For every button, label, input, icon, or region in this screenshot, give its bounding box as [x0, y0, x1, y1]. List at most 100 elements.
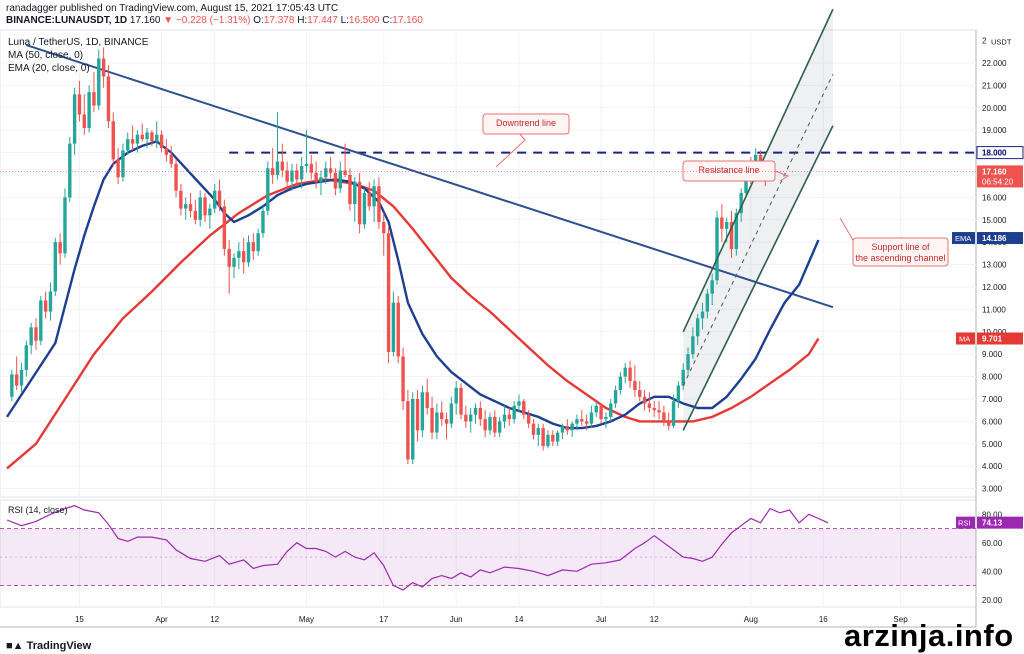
ema-tag: EMA — [955, 234, 971, 243]
candle-body — [729, 222, 734, 249]
candle-body — [92, 92, 96, 106]
candle-body — [517, 401, 521, 406]
candle-body — [212, 190, 217, 209]
symbol-label: BINANCE:LUNAUSDT, 1D — [6, 15, 128, 26]
candle-body — [314, 172, 318, 182]
candle-body — [203, 197, 207, 216]
candle-body — [430, 407, 434, 433]
resistance-tag-bg — [977, 146, 1023, 159]
candle-body — [82, 114, 86, 128]
tv-logo-icon: ■▲ — [6, 640, 27, 652]
candle-body — [382, 222, 386, 234]
chart-title: Luna / TetherUS, 1D, BINANCE — [8, 37, 149, 48]
candle-body — [454, 387, 458, 404]
support-annotation-text: Support line of — [871, 242, 930, 252]
candle-body — [217, 190, 222, 207]
candle-body — [251, 242, 256, 252]
support-arrow — [839, 217, 854, 241]
rsi-tick-label: 20.00 — [982, 596, 1003, 605]
price-tick-label: 9.000 — [982, 350, 1003, 359]
ma-tag-bg — [956, 332, 975, 345]
candle-body — [522, 401, 526, 415]
high-value: 17.447 — [307, 15, 338, 26]
price-tick-label: 22.000 — [982, 59, 1007, 68]
candle-body — [676, 385, 681, 402]
candle-body — [671, 401, 676, 426]
candle-body — [266, 168, 270, 211]
candle-body — [304, 163, 309, 167]
candle-body — [348, 175, 352, 205]
time-tick-label: 14 — [515, 615, 524, 624]
candle-body — [290, 170, 294, 182]
candle-body — [444, 419, 449, 424]
price-tick-label: 20.000 — [982, 104, 1007, 113]
candle-body — [208, 208, 212, 216]
tradingview-logo[interactable]: ■▲ TradingView — [6, 640, 91, 652]
candle-body — [101, 58, 106, 77]
candle-body — [39, 300, 43, 341]
candle-body — [106, 76, 111, 122]
candle-body — [435, 412, 439, 433]
last-price: 17.160 — [129, 15, 161, 26]
downtrend-annotation-text: Downtrend line — [496, 118, 556, 128]
candle-body — [512, 405, 516, 420]
low-label: L: — [340, 15, 349, 26]
candle-body — [507, 414, 512, 420]
candle-body — [68, 143, 72, 198]
candle-body — [695, 318, 700, 337]
candle-body — [396, 302, 400, 357]
candle-body — [159, 134, 164, 149]
ma-legend[interactable]: MA (50, close, 0) — [8, 50, 84, 61]
candle-body — [652, 407, 656, 411]
candle-body — [642, 396, 647, 404]
candle-body — [483, 419, 487, 431]
candle-body — [309, 163, 313, 173]
support-annotation-text: the ascending channel — [855, 253, 945, 263]
candle-body — [256, 233, 260, 252]
candle-body — [565, 425, 569, 431]
ema-value-tag-bg — [977, 232, 1023, 245]
candle-body — [174, 163, 178, 191]
price-tick-label: 16.000 — [982, 193, 1007, 202]
time-tick-label: 15 — [75, 615, 84, 624]
ema-tag-bg — [952, 232, 975, 245]
candle-body — [411, 399, 415, 460]
candle-body — [638, 390, 642, 397]
candle-body — [599, 405, 603, 420]
candle-body — [261, 210, 265, 234]
candle-body — [14, 374, 19, 386]
candle-body — [150, 132, 154, 142]
candle-body — [48, 291, 53, 312]
candle-body — [604, 416, 608, 420]
candle-body — [478, 407, 483, 420]
ema-legend[interactable]: EMA (20, close, 0) — [8, 63, 90, 74]
candle-body — [594, 405, 598, 413]
candle-body — [705, 293, 710, 312]
downtrend-arrow — [495, 133, 526, 168]
candle-body — [246, 242, 251, 263]
candle-body — [459, 387, 463, 415]
candle-body — [710, 280, 714, 294]
candle-body — [140, 134, 144, 140]
candle-body — [425, 392, 429, 408]
time-tick-label: May — [299, 615, 314, 624]
candle-body — [270, 168, 275, 175]
candle-body — [570, 423, 574, 431]
candle-body — [662, 412, 666, 422]
candle-body — [338, 170, 342, 189]
site-watermark: arzinja.info — [844, 618, 1014, 653]
unit-label: USDT — [991, 38, 1012, 47]
rsi-tag: RSI — [958, 519, 971, 528]
candle-body — [111, 121, 115, 160]
candle-body — [19, 369, 24, 386]
resistance-arrow — [774, 170, 790, 182]
candle-body — [473, 407, 478, 415]
candle-body — [724, 222, 729, 229]
candle-body — [169, 154, 173, 164]
price-tick-label: 11.000 — [982, 305, 1006, 314]
candle-body — [406, 401, 410, 460]
candle-body — [179, 190, 183, 209]
time-tick-label: 12 — [210, 615, 219, 624]
candle-body — [628, 367, 632, 382]
